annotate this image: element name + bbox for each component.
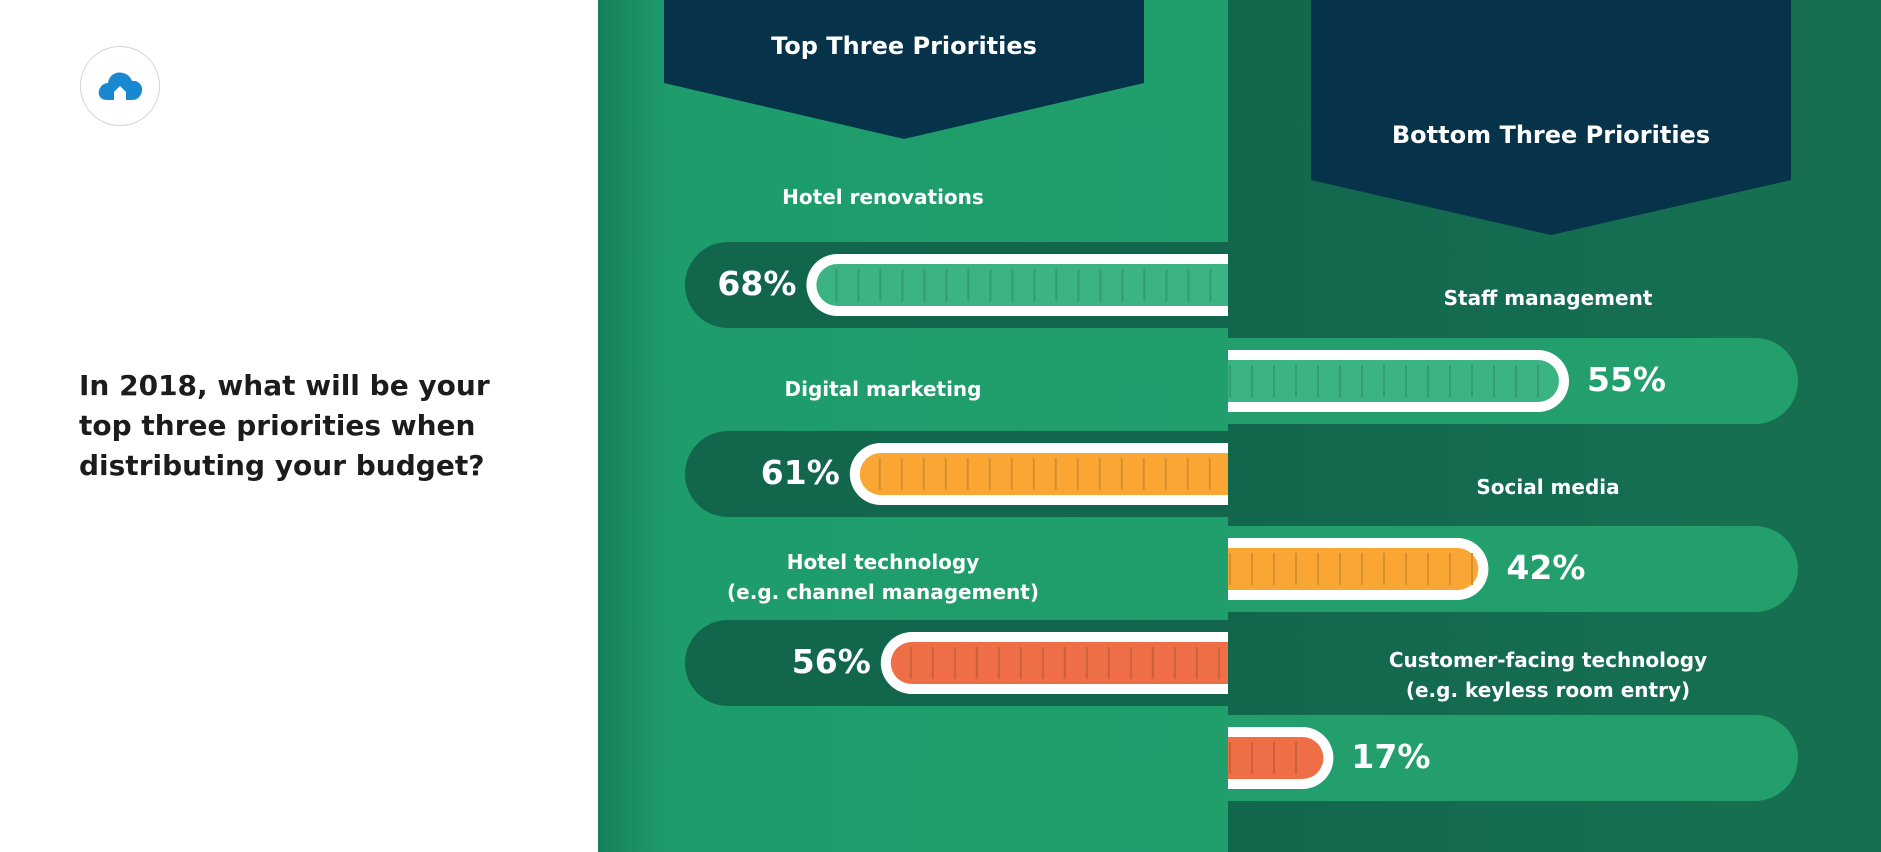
cloud-house-icon [95, 66, 145, 106]
bottom-banner [1311, 0, 1791, 235]
bottom-value-label-2: 17% [1351, 737, 1431, 776]
top-value-label-0: 68% [717, 264, 797, 303]
question-text: In 2018, what will be your top three pri… [79, 369, 490, 482]
bottom-bar-0 [1228, 338, 1798, 424]
top-bar-2 [685, 620, 1228, 706]
bottom-chart-title: Bottom Three Priorities [1391, 121, 1711, 149]
bottom-value-label-0: 55% [1587, 360, 1666, 399]
top-chart-title: Top Three Priorities [771, 32, 1037, 60]
top-value-label-1: 61% [760, 453, 840, 492]
top-category-label-0: Hotel renovations [782, 185, 984, 209]
top-banner [664, 0, 1144, 139]
bottom-category-label-2: Customer-facing technology (e.g. keyless… [1388, 648, 1708, 702]
top-priorities-panel: Top Three Priorities Hotel renovations 68… [598, 0, 1228, 852]
bottom-bar-2 [1228, 715, 1798, 801]
top-bar-0 [685, 242, 1228, 328]
bottom-priorities-panel: Bottom Three Priorities Staff management… [1228, 0, 1881, 852]
top-bar-1 [685, 431, 1228, 517]
logo [80, 46, 160, 126]
left-panel: In 2018, what will be your top three pri… [0, 0, 598, 852]
top-value-label-2: 56% [791, 642, 871, 681]
bottom-bar-1 [1228, 526, 1798, 612]
bottom-category-label-0: Staff management [1443, 286, 1653, 310]
bottom-value-label-1: 42% [1506, 548, 1586, 587]
top-category-label-2: Hotel technology (e.g. channel managemen… [727, 550, 1039, 604]
bottom-category-label-1: Social media [1476, 475, 1620, 499]
top-category-label-1: Digital marketing [784, 377, 982, 401]
